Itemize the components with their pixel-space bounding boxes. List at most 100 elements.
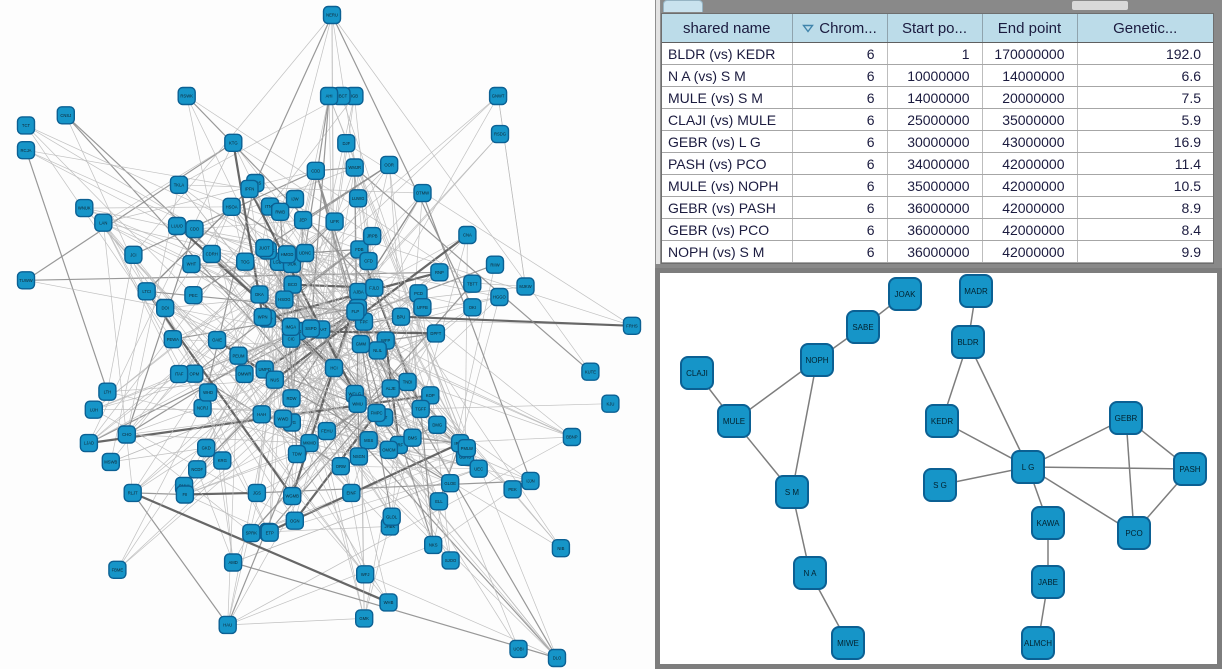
network-edge[interactable] bbox=[290, 338, 365, 619]
network-edge[interactable] bbox=[172, 338, 378, 351]
node-noph[interactable]: NOPH bbox=[800, 343, 834, 377]
network-node[interactable] bbox=[98, 382, 117, 401]
network-edge[interactable] bbox=[400, 316, 438, 425]
network-node[interactable] bbox=[94, 213, 113, 232]
network-edge[interactable] bbox=[191, 263, 268, 319]
network-node[interactable] bbox=[198, 383, 218, 402]
network-node[interactable] bbox=[380, 155, 399, 175]
network-edge[interactable] bbox=[304, 252, 434, 546]
network-node[interactable] bbox=[240, 179, 259, 199]
network-node[interactable] bbox=[271, 202, 290, 222]
table-cell[interactable]: 42000000 bbox=[982, 196, 1078, 219]
node-gebr[interactable]: GEBR bbox=[1109, 401, 1143, 435]
network-node[interactable] bbox=[331, 457, 350, 476]
network-node[interactable] bbox=[516, 277, 535, 296]
network-node[interactable] bbox=[581, 362, 600, 381]
network-edge[interactable] bbox=[184, 453, 298, 495]
node-sabe[interactable]: SABE bbox=[846, 310, 880, 344]
network-edge[interactable] bbox=[107, 391, 310, 444]
network-edge[interactable] bbox=[334, 143, 347, 222]
table-row[interactable]: PASH (vs) PCO 6 34000000 42000000 11.4 bbox=[662, 152, 1213, 175]
network-edge[interactable] bbox=[102, 222, 134, 493]
network-edge-gebr-pco[interactable] bbox=[1125, 417, 1135, 534]
network-node[interactable] bbox=[342, 483, 361, 503]
network-edge[interactable] bbox=[25, 149, 250, 190]
network-node[interactable] bbox=[463, 298, 482, 317]
network-edge-noph-s-m[interactable] bbox=[791, 359, 818, 493]
node-miwe[interactable]: MIWE bbox=[831, 626, 865, 660]
node-madr[interactable]: MADR bbox=[959, 274, 993, 308]
network-edge[interactable] bbox=[178, 184, 423, 194]
network-node[interactable] bbox=[317, 421, 337, 441]
table-cell[interactable]: 6 bbox=[792, 108, 888, 131]
column-header-genetic[interactable]: Genetic... bbox=[1077, 14, 1213, 43]
network-node[interactable] bbox=[367, 403, 386, 423]
network-node[interactable] bbox=[322, 5, 342, 25]
network-node[interactable] bbox=[163, 330, 183, 349]
network-node[interactable] bbox=[247, 483, 267, 503]
network-node[interactable] bbox=[351, 334, 371, 354]
network-node[interactable] bbox=[16, 140, 36, 160]
network-node[interactable] bbox=[346, 302, 365, 321]
network-edge[interactable] bbox=[267, 170, 317, 251]
network-edge[interactable] bbox=[110, 291, 148, 462]
filter-icon[interactable] bbox=[802, 20, 819, 37]
network-node[interactable] bbox=[426, 324, 446, 343]
main-network-panel[interactable]: HCINERUTBTTKTGAJBAFDBOMUILLDOWCLGIJWDLOI… bbox=[0, 0, 655, 669]
table-cell[interactable]: 6.6 bbox=[1077, 64, 1213, 87]
network-edge[interactable] bbox=[398, 436, 572, 446]
network-edge[interactable] bbox=[207, 392, 366, 575]
network-node[interactable] bbox=[379, 593, 398, 612]
table-cell[interactable]: 42000000 bbox=[982, 240, 1078, 263]
network-node[interactable] bbox=[430, 263, 449, 282]
network-node[interactable] bbox=[273, 409, 293, 428]
network-node[interactable] bbox=[79, 433, 99, 453]
network-node[interactable] bbox=[348, 394, 367, 413]
table-cell[interactable]: NOPH (vs) S M bbox=[662, 240, 793, 263]
network-edge[interactable] bbox=[244, 373, 369, 441]
network-node[interactable] bbox=[301, 319, 321, 338]
network-node[interactable] bbox=[137, 282, 156, 301]
table-row[interactable]: NOPH (vs) S M 6 36000000 42000000 9.9 bbox=[662, 240, 1213, 263]
network-node[interactable] bbox=[283, 486, 302, 506]
network-edge[interactable] bbox=[334, 221, 360, 457]
network-node[interactable] bbox=[413, 298, 432, 317]
table-cell[interactable]: 6 bbox=[792, 64, 888, 87]
table-cell[interactable]: 42000000 bbox=[982, 174, 1078, 197]
table-cell[interactable]: 42000000 bbox=[982, 152, 1078, 175]
table-cell[interactable]: 35000000 bbox=[887, 174, 983, 197]
network-node[interactable] bbox=[277, 245, 297, 264]
network-node[interactable] bbox=[622, 316, 642, 335]
node-pco[interactable]: PCO bbox=[1117, 516, 1151, 550]
network-edge[interactable] bbox=[25, 125, 209, 393]
network-edge[interactable] bbox=[302, 164, 390, 221]
network-node[interactable] bbox=[503, 480, 522, 499]
table-cell[interactable]: 10.5 bbox=[1077, 174, 1213, 197]
table-cell[interactable]: 42000000 bbox=[982, 218, 1078, 241]
network-edge[interactable] bbox=[354, 167, 468, 449]
network-edge[interactable] bbox=[126, 340, 386, 435]
network-node[interactable] bbox=[306, 161, 325, 181]
node-kedr[interactable]: KEDR bbox=[925, 404, 959, 438]
table-cell[interactable]: BLDR (vs) KEDR bbox=[662, 42, 793, 65]
network-node[interactable] bbox=[403, 428, 422, 447]
network-edge[interactable] bbox=[146, 290, 358, 405]
network-node[interactable] bbox=[187, 460, 207, 479]
network-edge[interactable] bbox=[132, 369, 265, 494]
network-node[interactable] bbox=[355, 609, 374, 628]
table-cell[interactable]: 6 bbox=[792, 240, 888, 263]
network-node[interactable] bbox=[509, 639, 528, 659]
network-node[interactable] bbox=[356, 565, 375, 584]
network-edge-l-g-pco[interactable] bbox=[1027, 466, 1135, 534]
network-edge[interactable] bbox=[238, 206, 271, 356]
table-cell[interactable]: MULE (vs) NOPH bbox=[662, 174, 793, 197]
network-node[interactable] bbox=[365, 278, 384, 297]
network-node[interactable] bbox=[182, 254, 201, 274]
network-node[interactable] bbox=[123, 483, 142, 503]
node-bldr[interactable]: BLDR bbox=[951, 325, 985, 359]
network-edge[interactable] bbox=[274, 249, 360, 380]
network-node[interactable] bbox=[185, 219, 204, 239]
network-node[interactable] bbox=[75, 198, 94, 218]
network-edge[interactable] bbox=[132, 492, 229, 626]
network-node[interactable] bbox=[177, 86, 196, 106]
